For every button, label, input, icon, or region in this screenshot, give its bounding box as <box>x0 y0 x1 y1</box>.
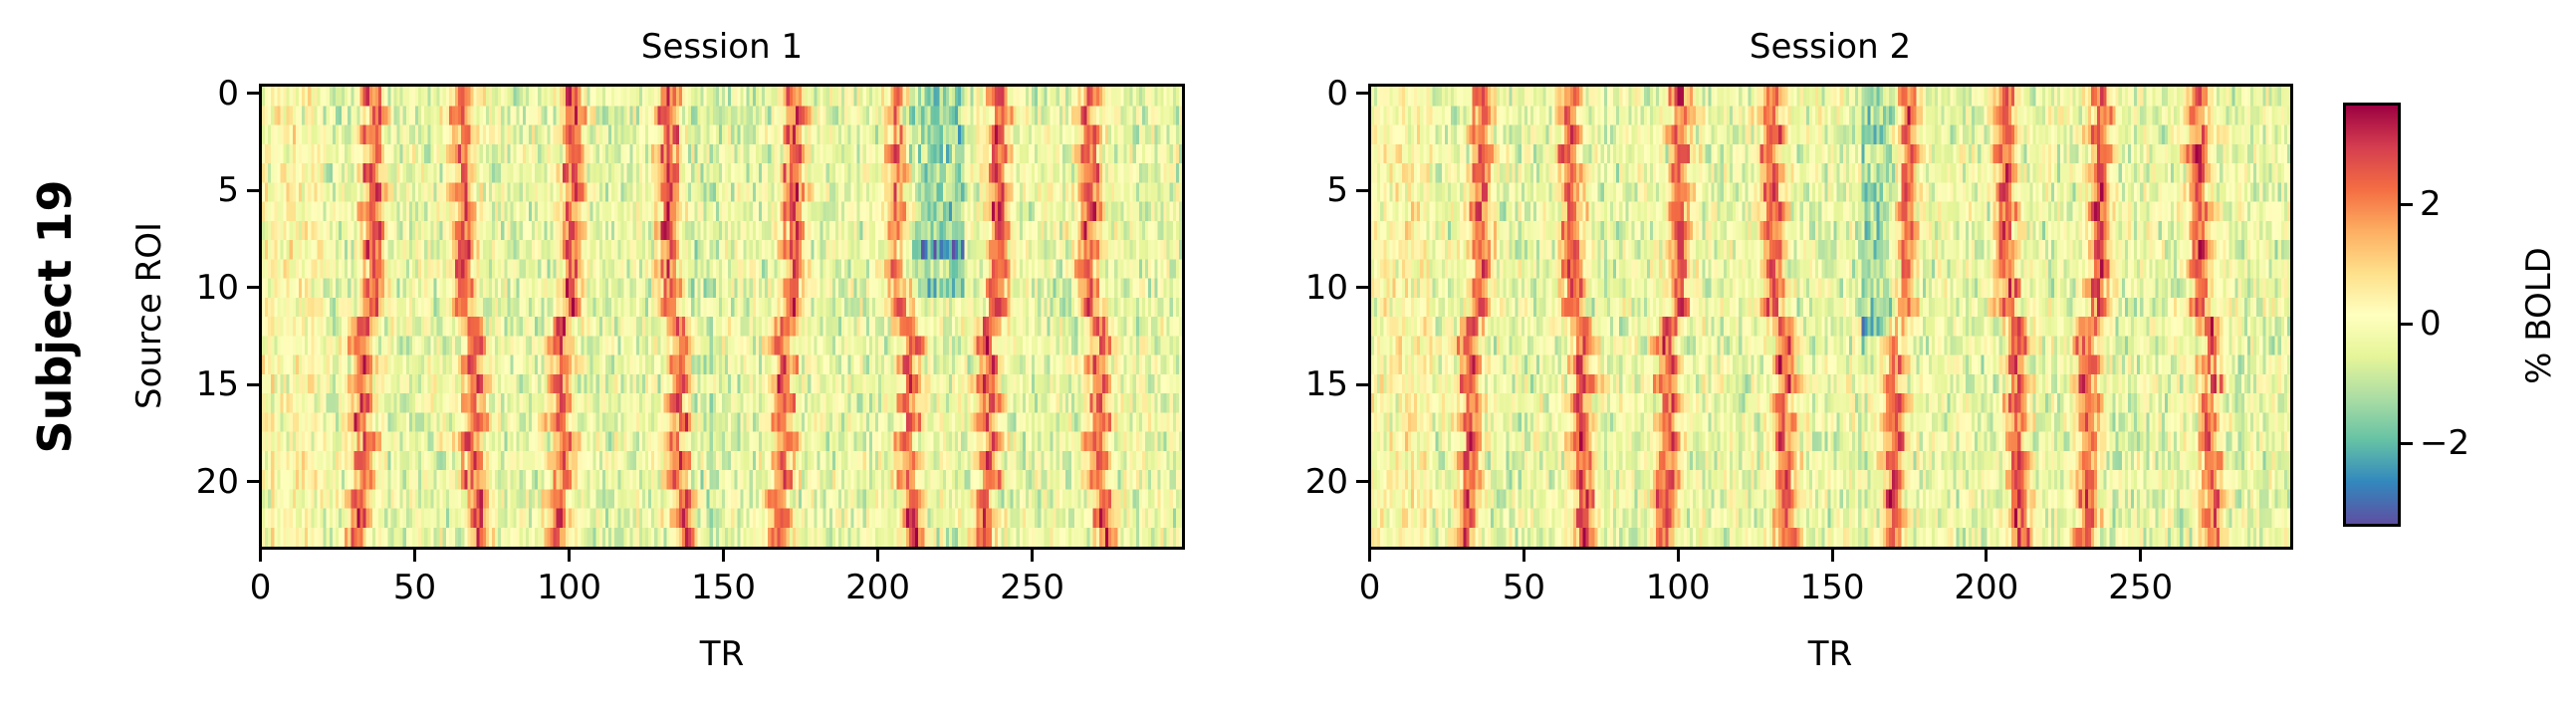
y-tick-label: 0 <box>1326 73 1348 114</box>
y-tick <box>247 188 259 192</box>
x-tick-label: 150 <box>1799 568 1865 607</box>
x-axis-label: TR <box>1807 634 1853 674</box>
x-tick <box>568 550 572 562</box>
heatmap-axes <box>1368 84 2293 550</box>
colorbar-tick <box>2401 322 2413 326</box>
y-tick-label: 5 <box>1326 170 1348 211</box>
y-tick <box>247 286 259 290</box>
y-tick-label: 10 <box>1304 267 1348 308</box>
x-tick-label: 200 <box>1954 568 2019 607</box>
y-tick <box>1356 382 1368 386</box>
x-tick-label: 0 <box>249 568 272 607</box>
x-tick <box>1368 550 1372 562</box>
panel-title: Session 2 <box>1749 27 1912 67</box>
x-tick-label: 250 <box>1000 568 1064 607</box>
x-tick <box>413 550 417 562</box>
y-tick-label: 20 <box>195 461 239 502</box>
x-tick <box>1985 550 1989 562</box>
colorbar-tick-label: 0 <box>2420 304 2442 344</box>
x-tick <box>1830 550 1834 562</box>
heatmap-axes <box>259 84 1185 550</box>
x-tick-label: 50 <box>392 568 437 607</box>
x-tick-label: 100 <box>537 568 601 607</box>
heatmap-canvas <box>1371 87 2290 547</box>
y-tick <box>1356 286 1368 290</box>
colorbar-tick-label: −2 <box>2420 423 2470 463</box>
y-tick <box>1356 188 1368 192</box>
y-tick-label: 20 <box>1304 461 1348 502</box>
x-tick-label: 0 <box>1358 568 1381 607</box>
colorbar-tick <box>2401 202 2413 206</box>
x-tick <box>722 550 726 562</box>
y-tick-label: 15 <box>1304 364 1348 405</box>
x-tick <box>1522 550 1525 562</box>
y-tick <box>247 480 259 484</box>
colorbar-gradient <box>2343 103 2401 527</box>
x-tick-label: 200 <box>845 568 910 607</box>
y-tick <box>247 92 259 96</box>
x-tick <box>876 550 880 562</box>
subject-label: Subject 19 <box>28 179 82 454</box>
y-tick <box>247 382 259 386</box>
colorbar-tick-label: 2 <box>2420 184 2442 224</box>
heatmap-canvas <box>262 87 1182 547</box>
x-tick <box>2139 550 2143 562</box>
x-tick <box>259 550 263 562</box>
x-tick-label: 100 <box>1645 568 1711 607</box>
panel-title: Session 1 <box>640 27 804 67</box>
colorbar-tick <box>2401 441 2413 445</box>
y-tick <box>1356 480 1368 484</box>
x-axis-label: TR <box>699 634 745 674</box>
x-tick <box>1031 550 1035 562</box>
colorbar-label: % BOLD <box>2519 247 2559 384</box>
x-tick-label: 150 <box>691 568 756 607</box>
y-tick-label: 15 <box>195 364 239 405</box>
y-tick-label: 0 <box>217 73 239 114</box>
x-tick-label: 50 <box>1502 568 1546 607</box>
x-tick-label: 250 <box>2108 568 2174 607</box>
y-tick-label: 5 <box>217 170 239 211</box>
y-tick-label: 10 <box>195 267 239 308</box>
x-tick <box>1676 550 1680 562</box>
y-tick <box>1356 92 1368 96</box>
